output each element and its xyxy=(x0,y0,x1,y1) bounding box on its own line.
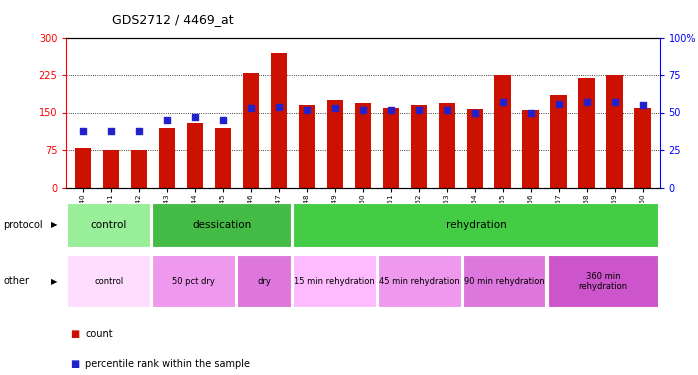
Bar xyxy=(237,255,291,307)
Bar xyxy=(299,105,315,188)
Bar xyxy=(158,128,175,188)
Point xyxy=(189,114,200,120)
Bar xyxy=(327,100,343,188)
Point xyxy=(637,102,648,108)
Bar xyxy=(355,102,371,188)
Point xyxy=(246,105,257,111)
Bar xyxy=(551,95,567,188)
Bar xyxy=(215,128,232,188)
Text: ▶: ▶ xyxy=(51,220,58,230)
Bar xyxy=(383,108,399,188)
Bar xyxy=(494,75,511,188)
Text: count: count xyxy=(85,329,113,339)
Text: 50 pct dry: 50 pct dry xyxy=(172,277,215,286)
Text: rehydration: rehydration xyxy=(445,220,506,230)
Point xyxy=(133,128,144,134)
Text: control: control xyxy=(94,277,124,286)
Point xyxy=(497,99,508,105)
Point xyxy=(609,99,621,105)
Text: 15 min rehydration: 15 min rehydration xyxy=(295,277,375,286)
Bar xyxy=(103,150,119,188)
Point xyxy=(274,104,285,110)
Text: GDS2712 / 4469_at: GDS2712 / 4469_at xyxy=(112,13,233,26)
Point xyxy=(77,128,89,134)
Text: dry: dry xyxy=(257,277,271,286)
Bar xyxy=(293,255,376,307)
Point xyxy=(441,106,452,112)
Text: 360 min
rehydration: 360 min rehydration xyxy=(579,272,628,291)
Bar xyxy=(463,255,545,307)
Text: dessication: dessication xyxy=(192,220,251,230)
Bar xyxy=(75,147,91,188)
Bar xyxy=(378,255,461,307)
Point xyxy=(329,105,341,111)
Bar xyxy=(271,53,288,188)
Point xyxy=(218,117,229,123)
Point xyxy=(357,106,369,112)
Bar xyxy=(579,78,595,188)
Point xyxy=(526,110,537,116)
Bar xyxy=(548,255,658,307)
Bar xyxy=(438,102,455,188)
Text: percentile rank within the sample: percentile rank within the sample xyxy=(85,359,250,369)
Point xyxy=(302,106,313,112)
Point xyxy=(385,106,396,112)
Bar xyxy=(243,72,260,188)
Text: ■: ■ xyxy=(70,359,79,369)
Point xyxy=(161,117,172,123)
Bar xyxy=(186,123,203,188)
Text: control: control xyxy=(91,220,127,230)
Point xyxy=(413,106,424,112)
Bar xyxy=(634,108,651,188)
Bar xyxy=(68,202,150,248)
Text: 90 min rehydration: 90 min rehydration xyxy=(464,277,544,286)
Point xyxy=(581,99,593,105)
Bar xyxy=(152,202,291,248)
Bar xyxy=(607,75,623,188)
Text: protocol: protocol xyxy=(3,220,43,230)
Point xyxy=(554,100,565,106)
Text: ▶: ▶ xyxy=(51,277,58,286)
Text: 45 min rehydration: 45 min rehydration xyxy=(379,277,460,286)
Bar xyxy=(152,255,235,307)
Bar xyxy=(131,150,147,188)
Bar xyxy=(466,108,483,188)
Text: ■: ■ xyxy=(70,329,79,339)
Bar xyxy=(68,255,150,307)
Bar xyxy=(293,202,658,248)
Bar xyxy=(410,105,427,188)
Point xyxy=(105,128,117,134)
Point xyxy=(469,110,480,116)
Bar xyxy=(523,110,540,188)
Text: other: other xyxy=(3,276,29,286)
